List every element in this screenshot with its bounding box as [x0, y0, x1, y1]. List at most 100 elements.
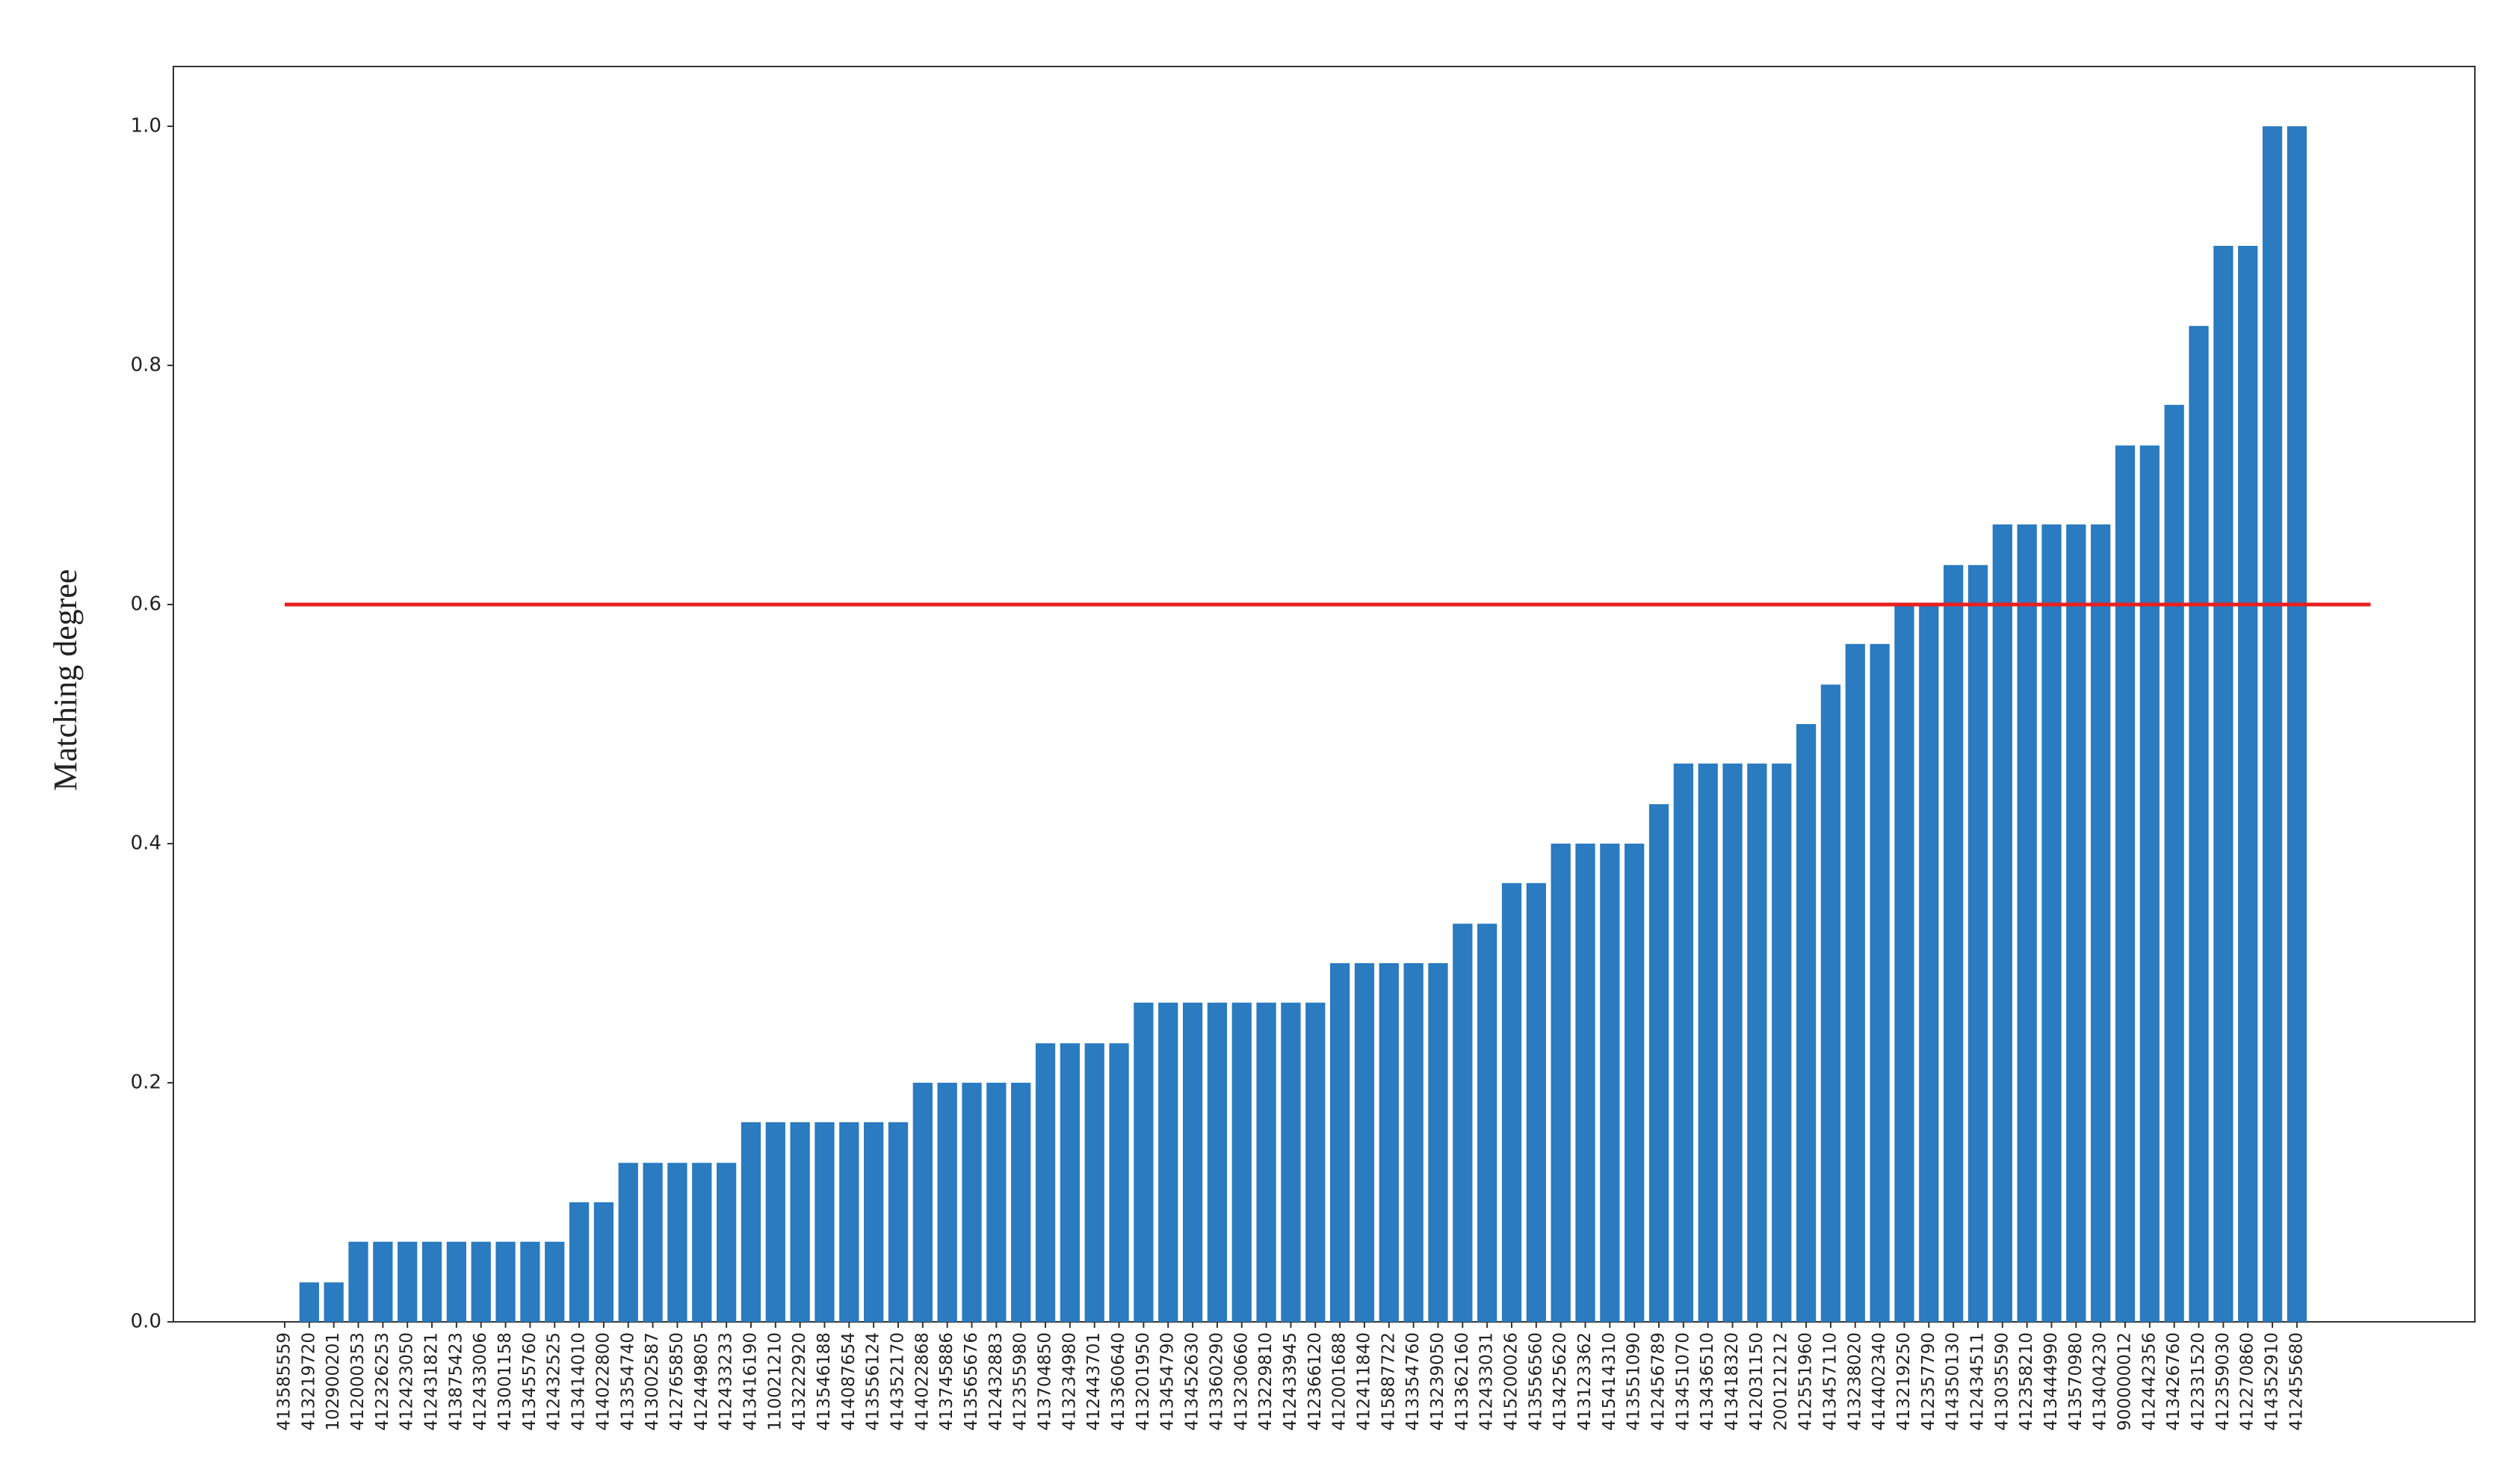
bar — [1625, 844, 1645, 1322]
x-tick-label: 413875423 — [446, 1332, 466, 1431]
bar — [1575, 844, 1595, 1322]
x-tick-label: 412411840 — [1354, 1332, 1373, 1431]
bar — [1501, 882, 1522, 1322]
bar — [937, 1083, 957, 1322]
x-tick-label: 413556560 — [1526, 1332, 1545, 1431]
bar — [446, 1241, 467, 1322]
x-tick-label: 413002587 — [643, 1332, 662, 1431]
x-tick-label: 413219250 — [1894, 1332, 1914, 1431]
bar — [1698, 763, 1718, 1322]
x-tick-label: 413452630 — [1183, 1332, 1202, 1431]
x-tick-label: 413436510 — [1698, 1332, 1717, 1431]
x-tick-label: 413360640 — [1109, 1332, 1128, 1431]
bar — [545, 1241, 565, 1322]
x-tick-label: 413238020 — [1845, 1332, 1864, 1431]
x-tick-label: 414352910 — [2263, 1332, 2282, 1431]
bar — [324, 1282, 344, 1322]
bar — [864, 1122, 884, 1322]
x-tick-label: 413001158 — [495, 1332, 515, 1431]
x-tick-label: 412432525 — [545, 1332, 564, 1431]
x-tick-label: 412366120 — [1305, 1332, 1325, 1431]
bar — [1600, 844, 1620, 1322]
x-tick-label: 412001688 — [1330, 1332, 1350, 1431]
y-tick-label: 0.2 — [131, 1072, 161, 1094]
bar — [398, 1241, 418, 1322]
x-tick-label: 412433031 — [1477, 1332, 1497, 1431]
bar — [2017, 524, 2037, 1322]
x-tick-label: 412433945 — [1281, 1332, 1300, 1431]
bar — [814, 1122, 835, 1322]
bar — [1870, 643, 1890, 1322]
x-tick-label: 412357790 — [1919, 1332, 1938, 1431]
y-axis-label: Matching degree — [47, 569, 84, 791]
bar — [1182, 1002, 1203, 1322]
x-tick-label: 414350130 — [1944, 1332, 1963, 1431]
bar — [2213, 246, 2234, 1322]
x-tick-label: 412434511 — [1967, 1332, 1987, 1431]
x-tick-label: 413546188 — [814, 1332, 834, 1431]
bar — [1967, 565, 1988, 1322]
x-tick-label: 415887722 — [1379, 1332, 1398, 1431]
x-tick-label: 412433006 — [471, 1332, 490, 1431]
x-tick-label: 412431821 — [422, 1332, 442, 1431]
bar — [1845, 643, 1865, 1322]
bar — [1919, 605, 1939, 1322]
bar — [1453, 924, 1473, 1322]
x-tick-label: 412433233 — [717, 1332, 736, 1431]
bar — [299, 1282, 319, 1322]
x-tick-label: 413123362 — [1575, 1332, 1595, 1431]
x-tick-label: 414022800 — [593, 1332, 613, 1431]
bar — [1796, 724, 1817, 1322]
bar — [1281, 1002, 1301, 1322]
x-tick-label: 413035590 — [1992, 1332, 2012, 1431]
bar — [2139, 445, 2160, 1323]
x-tick-label: 413551090 — [1625, 1332, 1644, 1431]
bar — [888, 1122, 909, 1322]
x-tick-label: 413230660 — [1231, 1332, 1251, 1431]
x-tick-label: 900000012 — [2115, 1332, 2135, 1431]
x-tick-label: 413556124 — [864, 1332, 883, 1431]
x-tick-label: 413354760 — [1403, 1332, 1423, 1431]
bar — [1305, 1002, 1326, 1322]
bar — [1526, 882, 1546, 1322]
bar — [839, 1122, 859, 1322]
bar — [348, 1241, 368, 1322]
x-tick-label: 200121212 — [1772, 1332, 1791, 1431]
bar — [2262, 126, 2283, 1322]
bar — [1158, 1002, 1178, 1322]
bar — [716, 1163, 737, 1322]
x-tick-label: 412432883 — [986, 1332, 1006, 1431]
x-tick-label: 413745886 — [937, 1332, 956, 1431]
x-tick-label: 413585559 — [275, 1332, 294, 1431]
x-tick-label: 415200026 — [1502, 1332, 1521, 1431]
bar — [2238, 246, 2258, 1322]
x-tick-label: 413455760 — [520, 1332, 540, 1431]
bar — [569, 1202, 590, 1322]
bar — [1551, 844, 1571, 1322]
x-tick-label: 414352170 — [888, 1332, 908, 1431]
y-tick-label: 0.6 — [131, 593, 161, 616]
x-tick-label: 412331520 — [2189, 1332, 2208, 1431]
bar — [495, 1241, 516, 1322]
y-tick-label: 1.0 — [131, 115, 161, 137]
x-tick-label: 413239050 — [1428, 1332, 1447, 1431]
x-tick-label: 413360290 — [1207, 1332, 1226, 1431]
bar — [1648, 804, 1669, 1322]
bar — [373, 1241, 393, 1322]
bar — [471, 1241, 491, 1322]
x-tick-label: 413565676 — [962, 1332, 981, 1431]
x-tick-label: 412000353 — [348, 1332, 368, 1431]
bar — [2287, 126, 2307, 1322]
bar — [1722, 763, 1743, 1322]
bar — [2164, 404, 2184, 1322]
bar — [1231, 1002, 1252, 1322]
x-tick-label: 413362160 — [1453, 1332, 1472, 1431]
bar — [1943, 565, 1964, 1322]
x-tick-label: 413354740 — [618, 1332, 637, 1431]
bar — [962, 1083, 982, 1322]
x-tick-label: 412449805 — [692, 1332, 711, 1431]
bar — [1428, 963, 1448, 1322]
x-tick-label: 102900201 — [324, 1332, 343, 1431]
bar — [1992, 524, 2012, 1322]
